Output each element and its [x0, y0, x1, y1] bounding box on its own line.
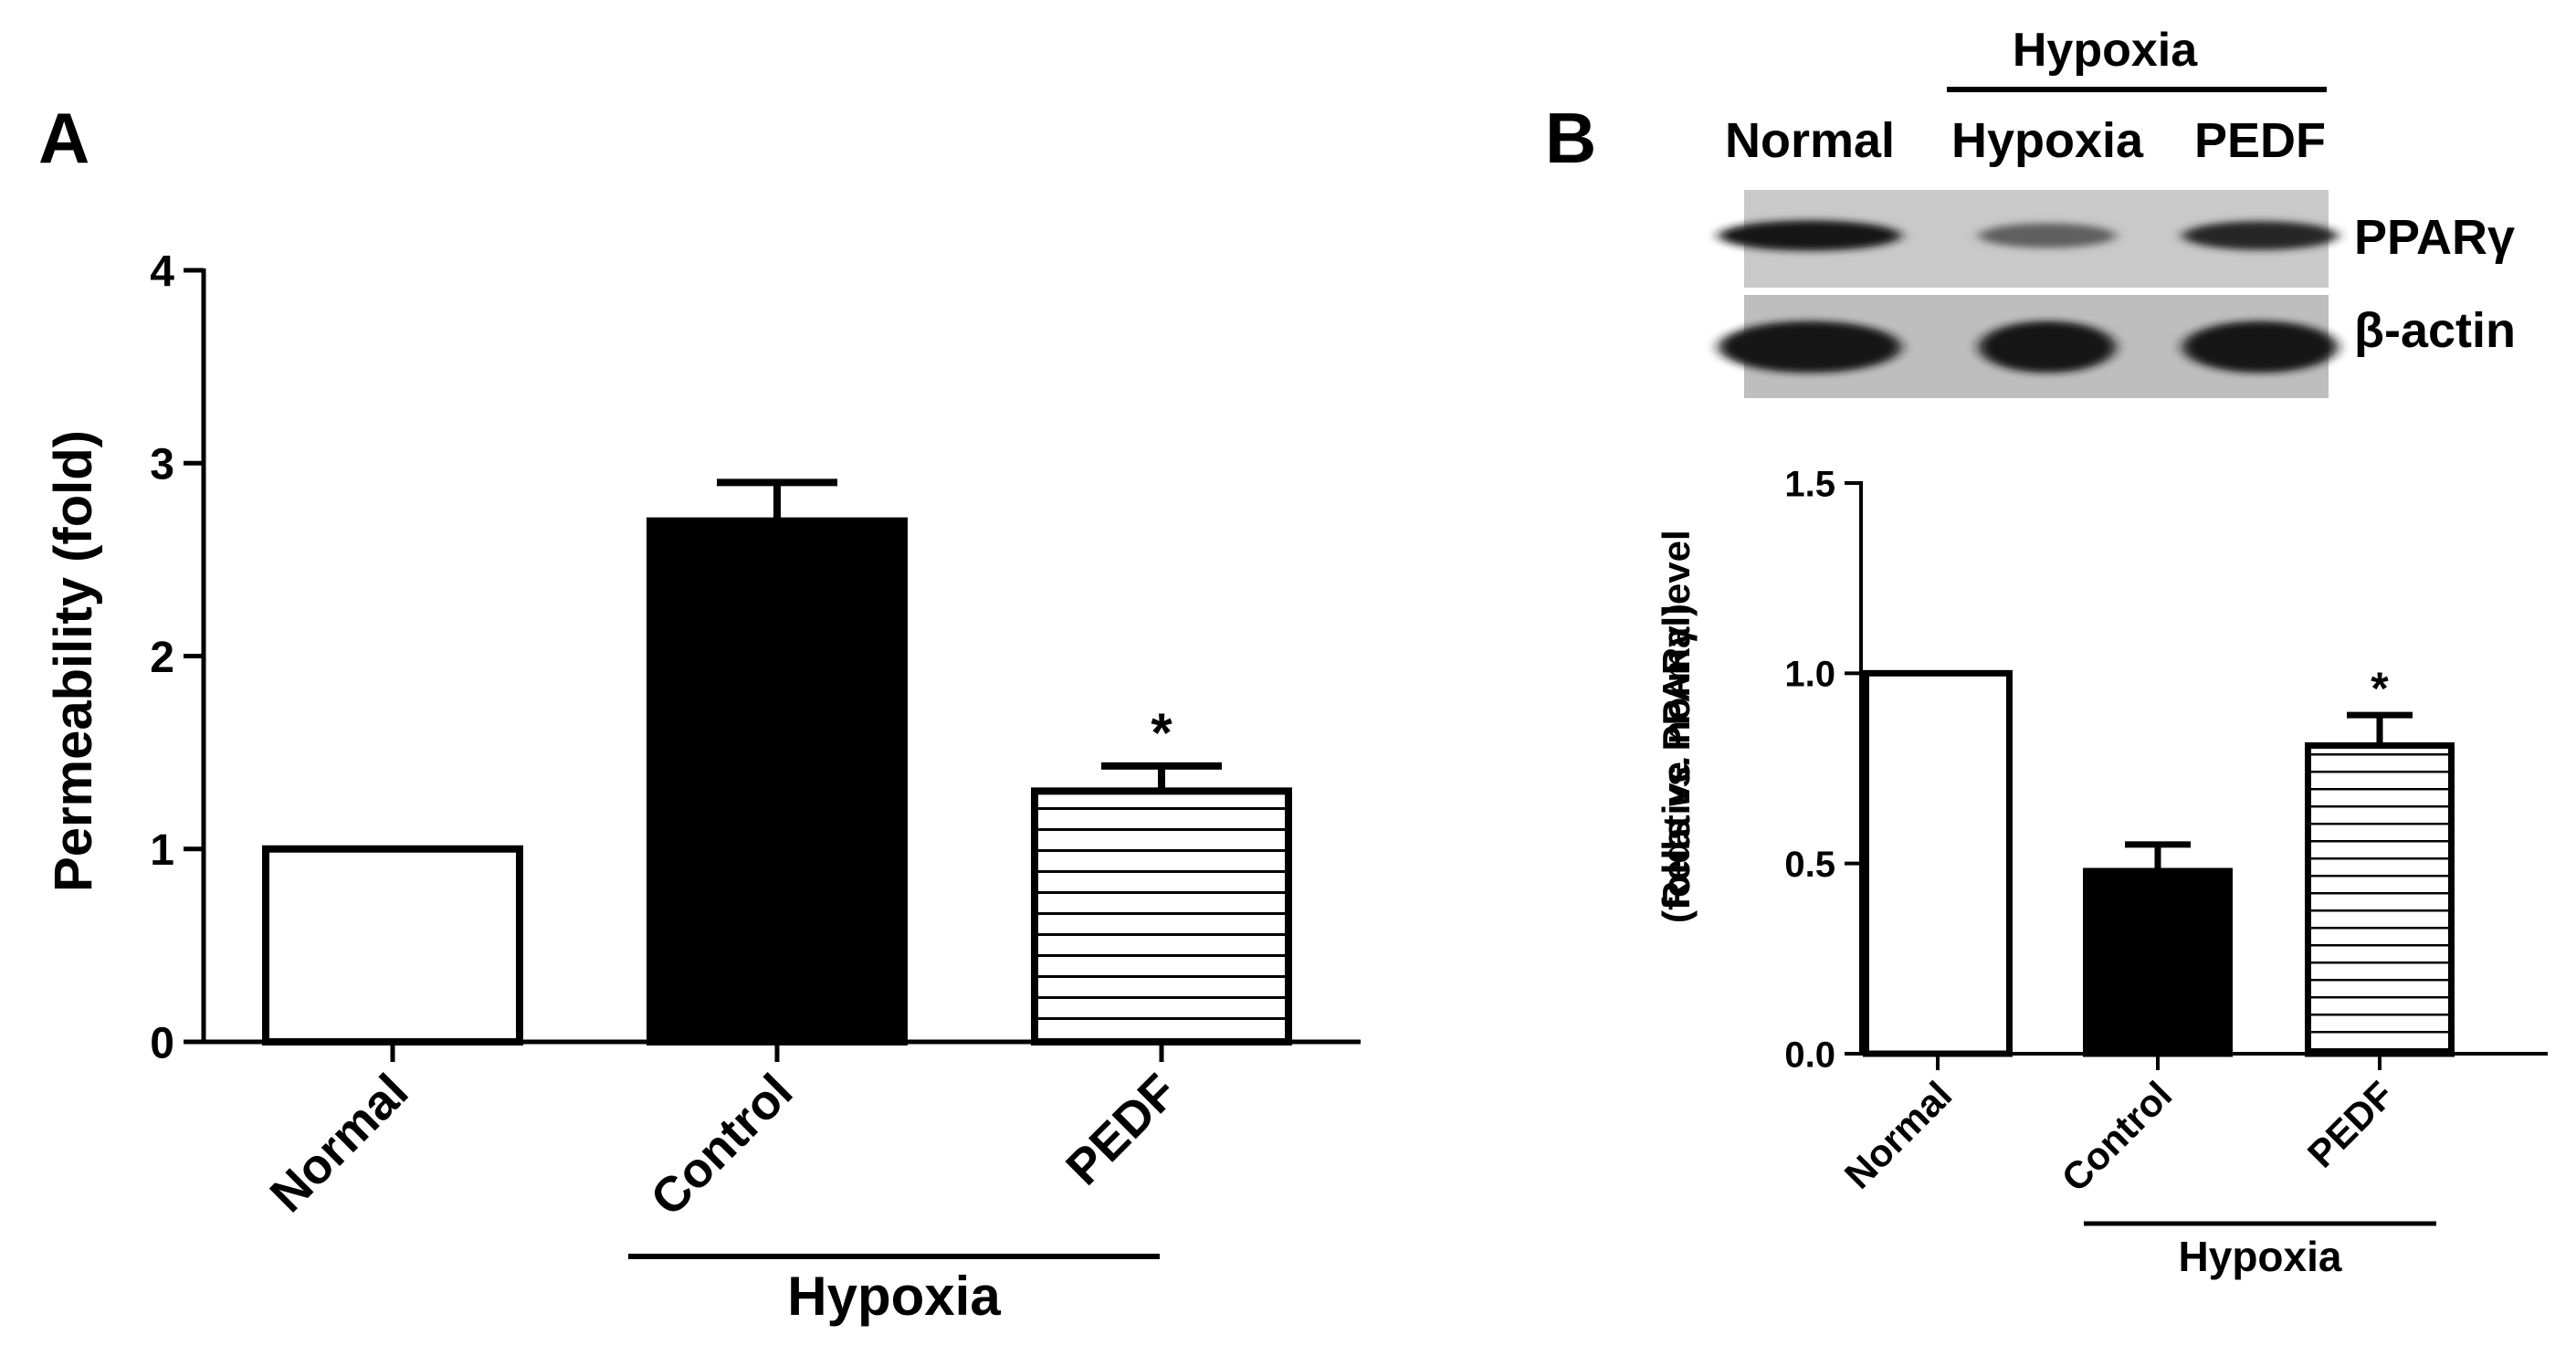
- chart-b-pparg-level: 0.0 0.5 1.0 1.5 Relative PPARγ level(folds v…: [1655, 464, 2548, 1280]
- group-label-hypoxia: Hypoxia: [2179, 1233, 2342, 1280]
- y-tick-label: 1.0: [1784, 655, 1835, 695]
- significance-marker-pedf: *: [2371, 663, 2389, 714]
- y-axis-label-line2: (folds vs. normal): [1655, 604, 1698, 923]
- y-tick-label: 0.0: [1784, 1035, 1835, 1075]
- y-tick-label: 0.5: [1784, 845, 1835, 885]
- blot-lane-label-pedf: PEDF: [2194, 113, 2326, 168]
- bar-pedf: [2305, 742, 2455, 1057]
- x-tick-label-pedf: PEDF: [2299, 1073, 2402, 1175]
- y-tick-label: 3: [150, 441, 174, 489]
- x-tick-label-normal: Normal: [260, 1064, 419, 1223]
- y-tick-label: 2: [150, 634, 174, 682]
- y-axis-label: Permeability (fold): [44, 430, 103, 892]
- panel-b-label: B: [1545, 98, 1596, 178]
- x-tick-label-pedf: PEDF: [1056, 1064, 1187, 1195]
- bar-normal: [1863, 669, 2013, 1057]
- blot-top-group-label: Hypoxia: [2013, 24, 2198, 77]
- blot-band-ppar-lane-3: [2182, 221, 2338, 250]
- significance-marker-pedf: *: [1151, 702, 1172, 763]
- y-tick-label: 1.5: [1784, 464, 1835, 504]
- group-label-hypoxia: Hypoxia: [787, 1266, 1001, 1327]
- blot-lane-label-hypoxia: Hypoxia: [1951, 113, 2144, 168]
- blot-band-ppar-lane-1: [1719, 220, 1901, 251]
- bar-normal: [262, 845, 523, 1046]
- panel-a-label: A: [38, 98, 89, 178]
- y-tick-label: 1: [150, 826, 174, 875]
- y-axis-label-line2-prefix: (folds: [1655, 808, 1698, 923]
- blot-band-actin-lane-1: [1719, 320, 1901, 373]
- y-axis-label-line2-suffix: normal): [1655, 604, 1698, 755]
- blot-pparg-bands: [1719, 220, 2338, 251]
- blot-band-actin-lane-3: [2182, 320, 2338, 373]
- x-tick-label-control: Control: [640, 1064, 803, 1226]
- y-axis-label-line1: Relative PPARγ level: [1655, 530, 1698, 909]
- y-tick-label: 4: [150, 247, 174, 296]
- x-tick-label-normal: Normal: [1836, 1073, 1961, 1197]
- blot-band-ppar-lane-2: [1979, 223, 2116, 248]
- blot-beta-actin-bands: [1719, 320, 2338, 373]
- y-tick-label: 0: [150, 1019, 174, 1067]
- bar-control: [647, 517, 908, 1046]
- blot-row-label-beta-actin: β-actin: [2354, 303, 2516, 358]
- blot-lane-label-normal: Normal: [1725, 113, 1895, 168]
- y-axis-label-line2-italic: vs.: [1655, 755, 1698, 808]
- bar-control: [2083, 867, 2233, 1057]
- bar-pedf: [1031, 787, 1292, 1046]
- blot-row-label-pparg: PPARγ: [2354, 210, 2515, 265]
- blot-band-actin-lane-2: [1979, 320, 2116, 373]
- chart-a-permeability: 0 1 2 3 4 Permeability (fold) Normal Control * PE…: [44, 247, 1361, 1327]
- x-tick-label-control: Control: [2054, 1073, 2181, 1200]
- western-blot: Hypoxia Normal Hypoxia PEDF PPARγ β-acti…: [1719, 24, 2516, 398]
